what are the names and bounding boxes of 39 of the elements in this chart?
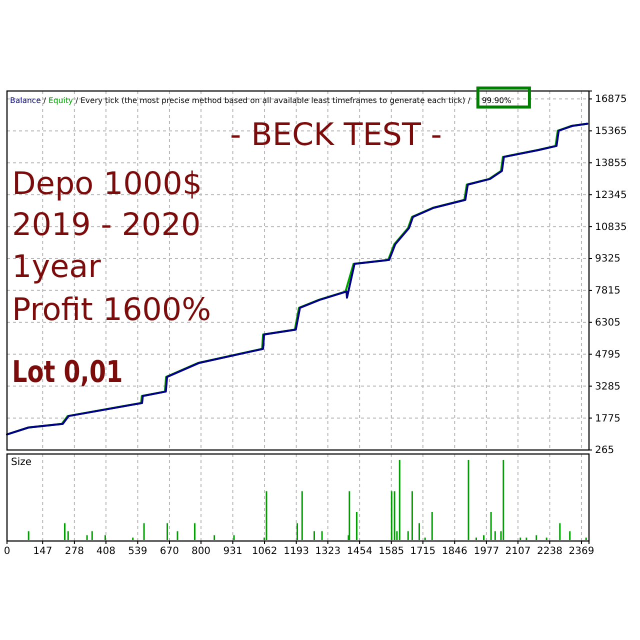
x-tick-label: 2107 (505, 546, 531, 558)
x-tick-label: 1585 (378, 546, 404, 558)
y-tick-label: 16875 (595, 94, 627, 106)
x-tick-label: 408 (96, 546, 116, 558)
y-tick-label: 9325 (595, 254, 620, 265)
x-tick-label: 931 (223, 546, 242, 558)
y-tick-label: 10835 (595, 222, 627, 233)
x-tick-label: 800 (191, 546, 211, 558)
x-tick-label: 670 (160, 546, 180, 558)
y-tick-label: 7815 (595, 286, 620, 297)
y-tick-label: 265 (595, 445, 614, 456)
x-tick-label: 2369 (568, 546, 594, 558)
annotation: Depo 1000$ (12, 166, 202, 202)
x-tick-label: 2238 (536, 546, 562, 558)
x-tick-label: 278 (64, 546, 84, 558)
x-tick-label: 1193 (284, 546, 310, 558)
x-tick-label: 1454 (346, 546, 372, 558)
annotation: Profit 1600% (12, 292, 212, 328)
y-tick-label: 1775 (595, 413, 620, 424)
x-tick-label: 1846 (442, 546, 468, 558)
x-tick-label: 0 (4, 546, 10, 558)
y-tick-label: 12345 (595, 190, 627, 201)
x-tick-label: 1062 (252, 546, 278, 558)
y-tick-label: 6305 (595, 318, 620, 329)
annotation: 2019 - 2020 (12, 207, 201, 243)
annotation: - BECK TEST - (230, 117, 442, 153)
annotation: Lot 0,01 (12, 355, 123, 390)
x-tick-label: 1977 (474, 546, 500, 558)
line-series (6, 122, 588, 436)
annotation: 1year (12, 249, 102, 285)
x-tick-label: 1323 (315, 546, 341, 558)
x-tick-label: 1715 (410, 546, 436, 558)
x-tick-label: 147 (33, 546, 52, 558)
y-tick-label: 13855 (595, 158, 627, 169)
chart-title: Size (11, 457, 32, 468)
x-tick-label: 539 (128, 546, 148, 558)
y-tick-label: 4795 (595, 349, 620, 360)
y-tick-label: 15365 (595, 126, 627, 138)
y-tick-label: 3285 (595, 381, 620, 392)
